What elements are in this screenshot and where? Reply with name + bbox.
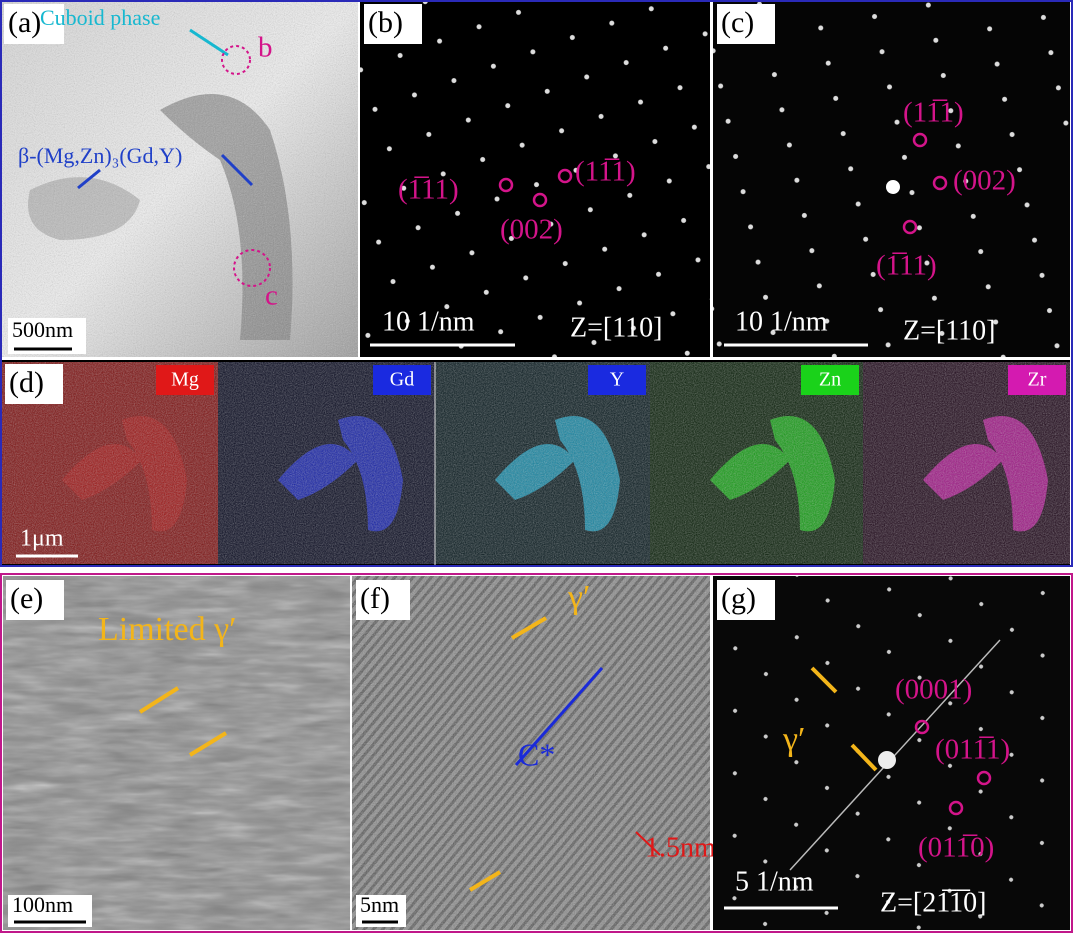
arrow xyxy=(510,616,548,640)
element-label: Gd xyxy=(390,369,414,391)
panel-label: (f) xyxy=(360,582,390,615)
panel-f: (f) γ′ C* 1.5nm 5nm xyxy=(352,576,716,930)
marker xyxy=(902,219,918,235)
spot-label: (0001) xyxy=(895,674,972,706)
scale-bar-label: 1μm xyxy=(20,526,64,552)
scale-bar-label: 100nm xyxy=(12,892,73,917)
marker xyxy=(912,132,928,148)
panel-label: (b) xyxy=(368,6,403,39)
panel-c: (c) (11̅1) (002) (1̅11) 10 1/nm Z=[110] xyxy=(713,2,1070,357)
panel-e: (e) Limited γ′ 100nm xyxy=(3,576,350,930)
phase-label: γ′ xyxy=(782,721,805,758)
marker xyxy=(932,175,948,191)
element-tag xyxy=(1008,365,1066,395)
panel-label: (c) xyxy=(721,6,754,39)
texture xyxy=(650,362,863,564)
label-box xyxy=(717,4,775,44)
panel-a: (a) Cuboid phase b β-(Mg,Zn)₃(Gd,Y) c 50… xyxy=(2,2,358,357)
scale-bar-label: 10 1/nm xyxy=(382,306,475,337)
arrow xyxy=(468,870,502,892)
spot-label: (1̅11) xyxy=(398,174,459,206)
spot-label: (011̅0) xyxy=(918,832,994,864)
scale-bar-label: 5 1/nm xyxy=(735,866,814,897)
texture xyxy=(2,2,358,357)
annotation: β-(Mg,Zn)₃(Gd,Y) xyxy=(18,143,182,168)
label-box xyxy=(364,4,422,44)
spot-label: (011̅1) xyxy=(935,734,1010,766)
marker xyxy=(221,45,251,75)
marker-label: c xyxy=(265,280,278,312)
element-label: Y xyxy=(610,369,624,391)
label-box xyxy=(4,4,64,44)
scale-bar-label: 5nm xyxy=(360,892,399,917)
zone-axis: Z=[110] xyxy=(903,315,996,346)
element-label: Zn xyxy=(819,369,841,391)
spot-label: (002) xyxy=(953,165,1016,197)
marker xyxy=(557,168,573,184)
diffraction xyxy=(360,2,710,357)
arrow xyxy=(188,731,228,757)
element-tag xyxy=(156,365,214,395)
element-tag xyxy=(801,365,859,395)
zone-axis: Z=[21̅1̅0] xyxy=(880,887,987,918)
spot-label: (11̅1) xyxy=(903,97,964,129)
marker xyxy=(532,192,548,208)
marker xyxy=(233,249,271,287)
streak xyxy=(789,639,1001,871)
center-spot xyxy=(886,180,900,194)
element-tag xyxy=(373,365,431,395)
arrow xyxy=(810,666,838,694)
panel-label: (g) xyxy=(721,582,756,615)
direction-label: C* xyxy=(518,736,555,772)
center-spot xyxy=(878,751,896,769)
texture xyxy=(3,576,350,930)
arrow xyxy=(220,153,254,187)
element-tag xyxy=(588,365,646,395)
spot-label: (11̅1) xyxy=(575,156,636,188)
arrow xyxy=(77,168,101,190)
texture xyxy=(435,362,650,564)
spacing-marker xyxy=(635,831,661,856)
panel-b: (b) (1̅11) (11̅1) (002) 10 1/nm Z=[110] xyxy=(360,2,710,357)
label-box xyxy=(356,580,410,620)
spot-label: (1̅11) xyxy=(876,250,937,282)
element-label: Mg xyxy=(171,369,199,391)
direction-arrow xyxy=(514,667,604,766)
panel-g: (g) (0001) (011̅1) (011̅0) γ′ 5 1/nm Z=[… xyxy=(713,576,1070,930)
marker xyxy=(914,719,930,735)
marker-label: b xyxy=(258,32,273,64)
scale-bar-label: 500nm xyxy=(12,317,73,342)
annotation: Limited γ′ xyxy=(98,611,237,648)
annotation: Cuboid phase xyxy=(40,5,160,30)
spacing-label: 1.5nm xyxy=(645,832,716,863)
label-box xyxy=(717,580,775,620)
texture xyxy=(352,576,710,930)
label-box xyxy=(5,364,63,404)
arrow xyxy=(850,743,878,772)
element-label: Zr xyxy=(1028,369,1047,391)
texture xyxy=(218,362,435,564)
marker xyxy=(948,800,964,816)
arrow xyxy=(138,686,180,714)
panel-d: Mg Gd Y Zn Zr (d) 1μm xyxy=(2,360,1070,565)
zone-axis: Z=[110] xyxy=(570,312,663,343)
scale-bar-label: 10 1/nm xyxy=(735,306,828,337)
phase-label: γ′ xyxy=(567,579,590,616)
arrow xyxy=(189,28,229,57)
panel-label: (e) xyxy=(10,582,43,615)
panel-label: (a) xyxy=(8,6,41,39)
spot-label: (002) xyxy=(500,214,563,246)
marker xyxy=(976,770,992,786)
texture xyxy=(863,362,1070,564)
marker xyxy=(498,177,514,193)
panel-label: (d) xyxy=(9,366,44,399)
diffraction xyxy=(713,2,1070,357)
label-box xyxy=(6,580,64,620)
